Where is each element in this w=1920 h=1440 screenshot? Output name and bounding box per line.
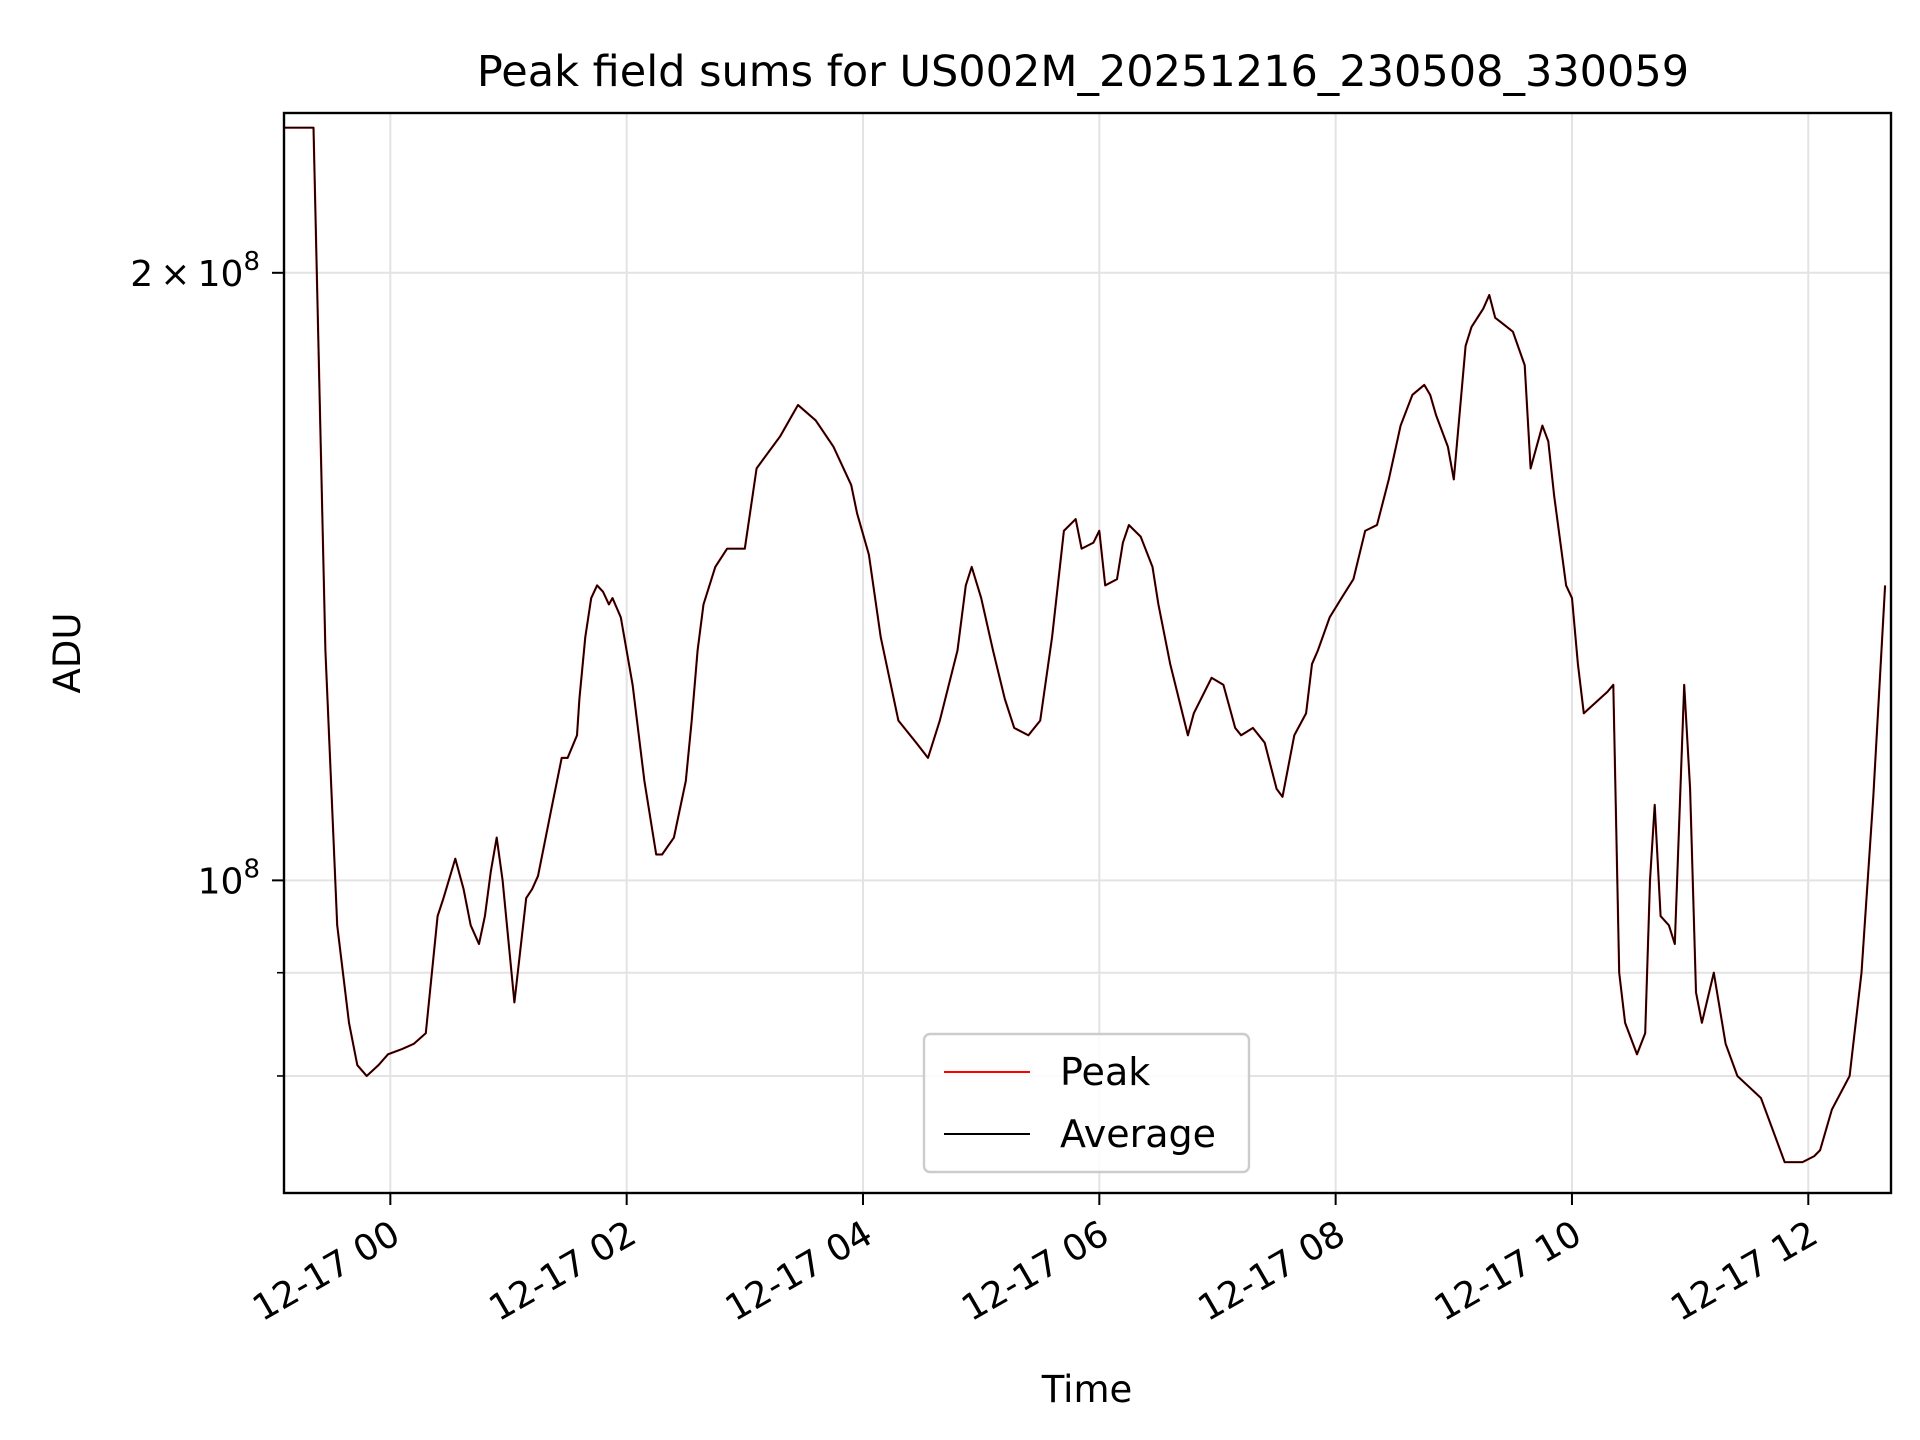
y-tick-label: 108 [198,854,260,902]
grid-layer [284,113,1891,1193]
plot-area [284,126,1887,1164]
y-tick-label: 2 × 108 [130,247,260,295]
x-axis-label: Time [1041,1368,1133,1411]
series-line-average [284,126,1886,1163]
y-axis-label: ADU [46,613,89,694]
legend-peak-label: Peak [1060,1050,1150,1094]
plot-frame [282,111,1893,1195]
chart-title: Peak field sums for US002M_20251216_2305… [477,47,1689,97]
y-axis: 108 2 × 108 [130,247,284,1077]
legend: Peak Average [922,1032,1251,1174]
legend-box [922,1032,1251,1174]
legend-average-label: Average [1060,1112,1216,1156]
series-layer [284,126,1887,1164]
